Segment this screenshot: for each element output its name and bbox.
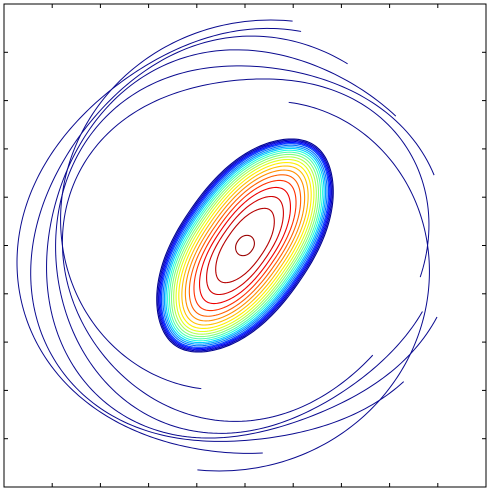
outer-contour-arm	[60, 19, 293, 390]
contour-level-0.6	[181, 165, 309, 326]
contour-level-0.04	[156, 138, 334, 353]
outer-contour-ring	[61, 78, 430, 422]
contour-level-0.98	[235, 234, 255, 257]
contour-level-0.56	[178, 161, 312, 330]
outer-contour-ring	[46, 49, 438, 439]
contour-level-0.9	[215, 207, 275, 284]
contour-level-0.65	[184, 169, 306, 322]
contour-level-0.52	[175, 158, 315, 333]
contour-level-0.28	[163, 146, 327, 345]
contour-level-0.75	[193, 179, 297, 312]
axes-frame	[3, 3, 487, 488]
contour-level-0.32	[165, 147, 325, 344]
outer-contour-arm	[197, 101, 430, 472]
contour-level-0.12	[158, 140, 332, 351]
contour-level-0.4	[168, 151, 322, 340]
contour-level-0.7	[188, 174, 302, 317]
contour-level-0.85	[206, 195, 284, 296]
outer-contour-ring	[30, 35, 405, 442]
contour-level-0.44	[170, 153, 320, 338]
contour-level-0.08	[157, 139, 333, 352]
contour-level-0.16	[159, 141, 331, 350]
contour-lines	[16, 19, 438, 472]
outer-contour-ring	[55, 65, 435, 434]
contour-level-0.24	[162, 144, 328, 347]
contour-level-0.48	[173, 156, 317, 335]
contour-level-0.36	[167, 149, 323, 342]
outer-contour-ring	[16, 27, 302, 454]
contour-level-0.8	[198, 186, 292, 305]
contour-level-0.2	[160, 143, 330, 348]
